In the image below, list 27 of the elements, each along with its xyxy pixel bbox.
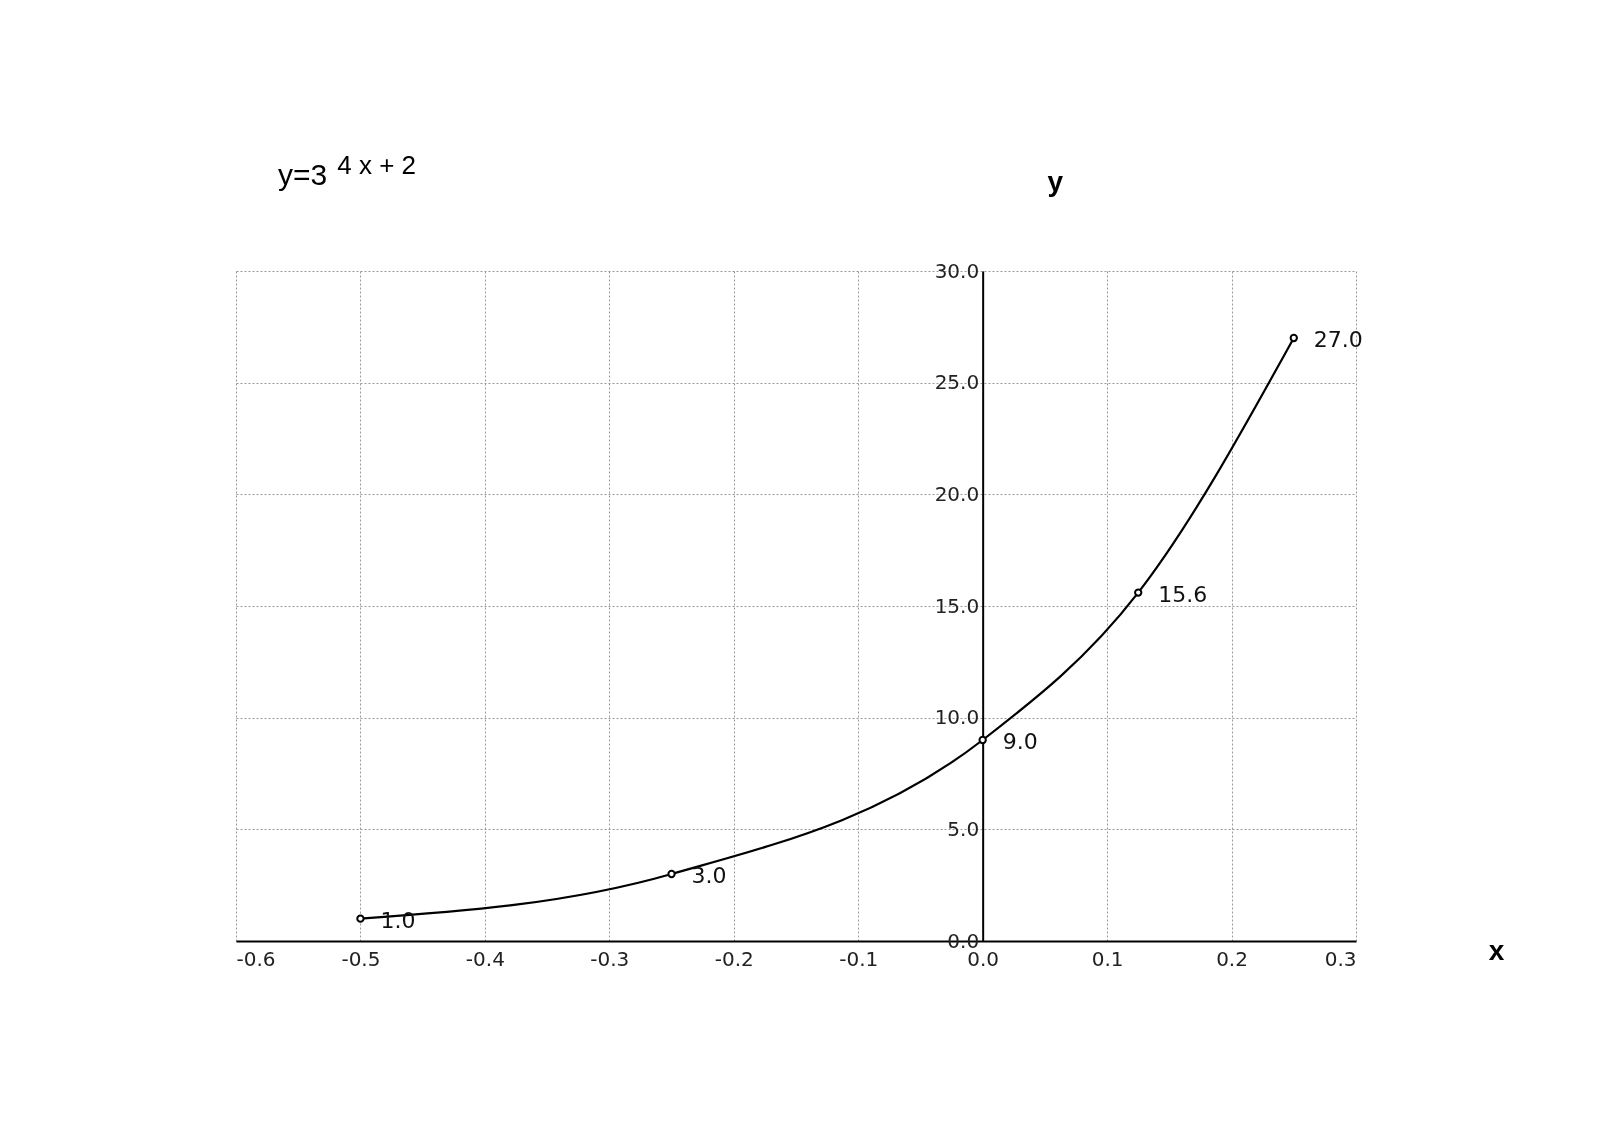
y-tick-label: 15.0 xyxy=(934,593,980,618)
data-label: 27.0 xyxy=(1313,327,1363,352)
x-tick-label: 0.3 xyxy=(1324,946,1357,971)
point xyxy=(356,914,365,923)
data-label: 3.0 xyxy=(691,863,727,888)
x-tick-label: -0.6 xyxy=(236,946,276,971)
data-label: 15.6 xyxy=(1158,581,1208,607)
x-tick-label: -0.2 xyxy=(714,946,754,971)
point xyxy=(1289,333,1298,343)
x-tick-label: -0.1 xyxy=(839,946,879,971)
point xyxy=(978,735,987,745)
x-tick-label: 0.2 xyxy=(1216,946,1248,971)
x-axis-title: x xyxy=(1488,934,1505,966)
point xyxy=(667,869,676,879)
data-label: 9.0 xyxy=(1002,729,1038,754)
y-tick-label: 20.0 xyxy=(934,481,980,506)
y-tick-label: 25.0 xyxy=(934,370,980,395)
x-tick-label: -0.5 xyxy=(341,946,381,971)
point xyxy=(1134,588,1143,597)
x-tick-label: -0.3 xyxy=(590,946,630,971)
x-tick-label: -0.4 xyxy=(465,946,505,971)
chart-title: y=3$^{4 x + 2}$ xyxy=(278,150,416,192)
y-tick-label: 5.0 xyxy=(947,816,980,841)
y-axis-title: y xyxy=(1047,165,1064,197)
x-tick-label: 0.1 xyxy=(1091,946,1124,971)
y-tick-label: 10.0 xyxy=(934,705,980,730)
y-tick-label: 30.0 xyxy=(934,258,980,283)
